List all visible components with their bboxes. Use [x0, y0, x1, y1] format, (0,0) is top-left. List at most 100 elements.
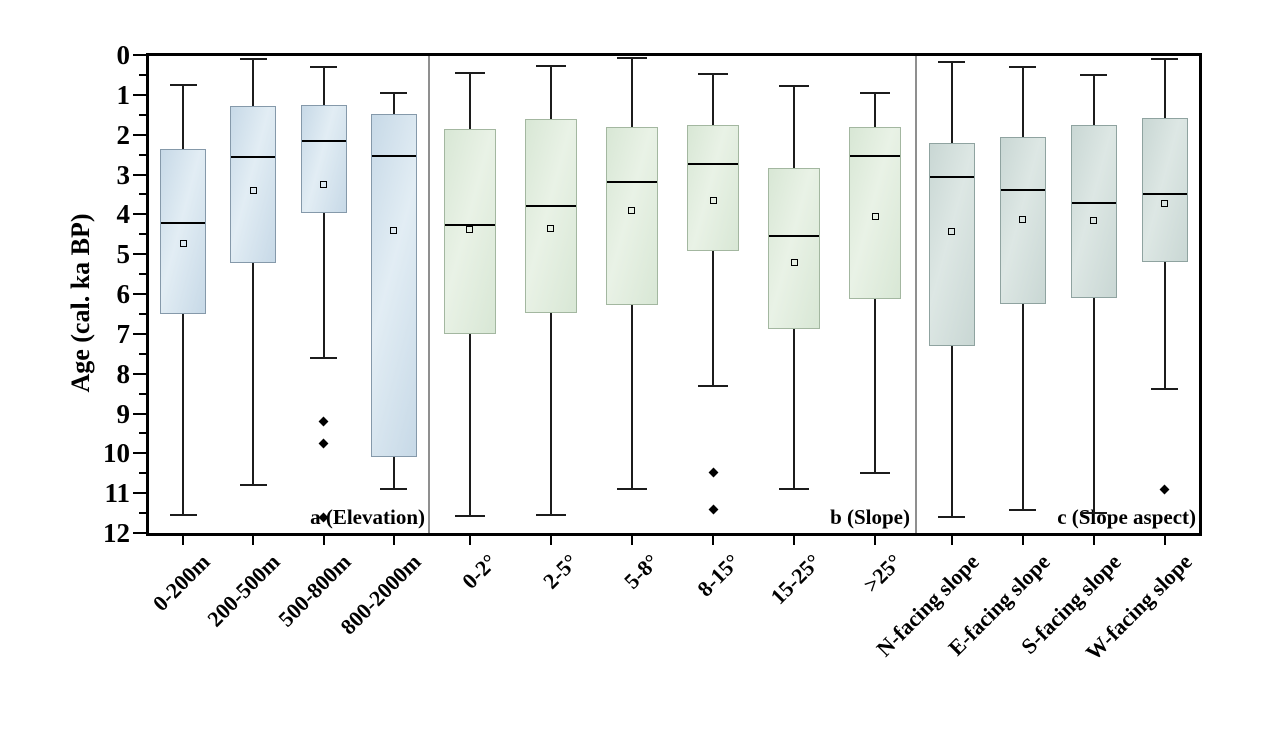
median-line [444, 224, 495, 227]
y-minor-tick [139, 432, 146, 435]
upper-whisker [322, 66, 325, 106]
median-line [1000, 189, 1045, 192]
median-line [231, 155, 276, 158]
lower-whisker [950, 345, 953, 518]
y-minor-tick [139, 193, 146, 196]
y-minor-tick [139, 113, 146, 116]
y-tick-label: 2 [116, 119, 131, 150]
box [1141, 117, 1188, 262]
lower-whisker [549, 313, 552, 516]
upper-whisker-cap [310, 65, 338, 68]
x-tick [252, 536, 255, 545]
panel-divider [915, 56, 917, 533]
y-major-tick [133, 133, 146, 136]
y-minor-tick [139, 153, 146, 156]
lower-whisker-cap [169, 514, 197, 517]
y-tick-label: 6 [116, 279, 131, 309]
y-major-tick [133, 412, 146, 415]
y-minor-tick [139, 273, 146, 276]
y-major-tick [133, 54, 146, 56]
panel-divider [428, 56, 430, 533]
upper-whisker [549, 66, 552, 120]
upper-whisker [1092, 74, 1095, 126]
y-major-tick [133, 492, 146, 495]
lower-whisker [712, 251, 715, 387]
median-line [850, 154, 901, 157]
mean-marker [871, 213, 879, 221]
lower-whisker-cap [860, 472, 891, 475]
lower-whisker-cap [239, 484, 267, 487]
panel-label-elevation: a (Elevation) [310, 505, 425, 529]
upper-whisker [1021, 66, 1024, 138]
y-minor-tick [139, 312, 146, 315]
box [443, 129, 496, 334]
box [928, 143, 975, 346]
lower-whisker [252, 262, 255, 486]
upper-whisker [252, 59, 255, 106]
box [999, 137, 1046, 304]
mean-marker [249, 186, 257, 194]
median-line [1071, 202, 1116, 205]
y-tick-label: 1 [116, 79, 131, 110]
lower-whisker [1092, 297, 1095, 514]
panel-label-slope-aspect: c (Slope aspect) [1057, 505, 1196, 529]
x-tick [874, 536, 877, 545]
y-tick-label: 4 [116, 199, 131, 230]
y-tick-label: 8 [116, 358, 131, 389]
x-tick [549, 536, 552, 545]
y-tick-label: 7 [116, 318, 131, 349]
y-tick-label: 11 [104, 478, 130, 509]
x-tick [1163, 536, 1166, 545]
y-minor-tick [139, 233, 146, 236]
mean-marker [1161, 200, 1168, 208]
box [370, 114, 417, 457]
lower-whisker [182, 313, 185, 516]
box [230, 105, 277, 263]
lower-whisker-cap [1151, 387, 1178, 390]
lower-whisker [392, 456, 395, 489]
x-tick [182, 536, 185, 545]
y-minor-tick [139, 73, 146, 76]
lower-whisker-cap [938, 516, 965, 519]
median-line [688, 162, 739, 165]
y-tick-label: 5 [116, 239, 131, 270]
y-minor-tick [139, 352, 146, 355]
x-tick [630, 536, 633, 545]
mean-marker [1090, 217, 1097, 225]
median-line [161, 221, 206, 224]
upper-whisker [712, 74, 715, 126]
lower-whisker [1163, 261, 1166, 389]
panel-label-slope: b (Slope) [830, 505, 910, 529]
lower-whisker-cap [535, 514, 566, 517]
median-line [371, 154, 416, 157]
mean-marker [320, 181, 328, 189]
x-tick [392, 536, 395, 545]
upper-whisker [468, 73, 471, 130]
box [768, 168, 821, 330]
mean-marker [390, 227, 398, 235]
x-tick [1021, 536, 1024, 545]
upper-whisker-cap [1080, 73, 1107, 76]
y-tick-label: 0 [116, 40, 131, 70]
y-tick-label: 3 [116, 159, 131, 190]
lower-whisker [793, 329, 796, 489]
y-major-tick [133, 332, 146, 335]
upper-whisker-cap [239, 58, 267, 61]
lower-whisker-cap [310, 357, 338, 360]
y-major-tick [133, 532, 146, 534]
mean-marker [709, 196, 717, 204]
box [160, 149, 207, 314]
y-major-tick [133, 293, 146, 295]
median-line [1142, 193, 1187, 196]
upper-whisker [630, 58, 633, 128]
lower-whisker-cap [779, 487, 810, 490]
box [1070, 125, 1117, 298]
box [524, 119, 577, 314]
upper-whisker-cap [698, 73, 729, 76]
upper-whisker [1163, 59, 1166, 118]
y-major-tick [133, 213, 146, 216]
median-line [769, 234, 820, 237]
y-major-tick [133, 372, 146, 375]
y-major-tick [133, 253, 146, 256]
x-tick [1092, 536, 1095, 545]
